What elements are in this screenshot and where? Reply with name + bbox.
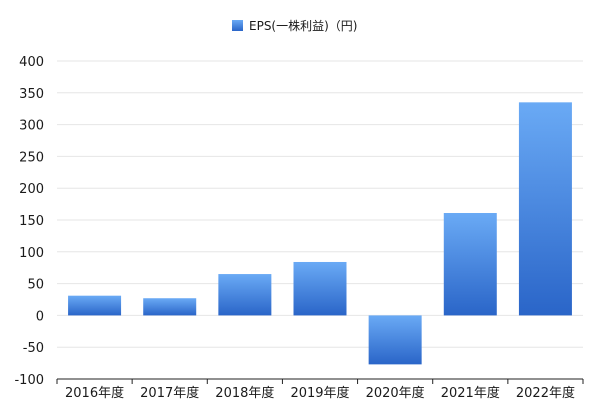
y-tick-label: 350: [19, 87, 44, 102]
bar: [518, 102, 572, 316]
bar: [218, 274, 272, 316]
y-tick-label: -100: [14, 373, 44, 388]
legend-swatch: [232, 20, 243, 31]
bars: [68, 102, 572, 365]
legend: EPS(一株利益)（円): [232, 18, 357, 33]
gridlines: [57, 60, 583, 380]
y-tick-label: 150: [19, 214, 44, 229]
x-tick-label: 2020年度: [366, 385, 425, 401]
x-tick-label: 2022年度: [516, 385, 575, 401]
bar: [143, 298, 197, 316]
x-tick-label: 2018年度: [215, 385, 274, 401]
x-tick-label: 2021年度: [441, 385, 500, 401]
bar: [68, 295, 122, 316]
x-tick-label: 2017年度: [140, 385, 199, 401]
x-axis-tick-labels: 2016年度 2017年度 2018年度 2019年度 2020年度 2021年度 2022…: [65, 385, 575, 401]
bar: [368, 315, 422, 365]
y-tick-label: 250: [19, 150, 44, 165]
y-tick-label: 0: [36, 309, 44, 324]
y-tick-label: -50: [23, 341, 44, 356]
x-tick-label: 2016年度: [65, 385, 124, 401]
bar: [293, 261, 347, 316]
y-tick-label: 50: [27, 278, 44, 293]
y-tick-label: 300: [19, 119, 44, 134]
legend-label: EPS(一株利益)（円): [249, 18, 357, 33]
x-tick-label: 2019年度: [290, 385, 349, 401]
y-tick-label: 200: [19, 182, 44, 197]
y-tick-label: 400: [19, 55, 44, 70]
y-axis-tick-labels: 400 350 300 250 200 150 100 50 0 -50 -100: [14, 55, 44, 388]
x-axis: [56, 378, 584, 384]
y-tick-label: 100: [19, 246, 44, 261]
bar: [443, 213, 497, 316]
